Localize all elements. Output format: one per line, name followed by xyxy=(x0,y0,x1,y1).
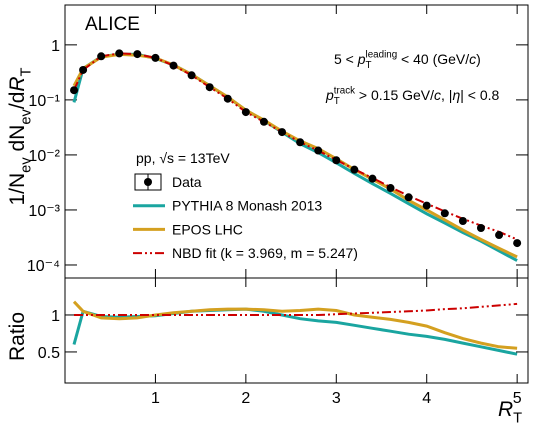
y-tick-label: 1 xyxy=(51,38,60,55)
legend-label: NBD fit (k = 3.969, m = 5.247) xyxy=(172,245,358,261)
data-point xyxy=(296,138,305,147)
x-tick-label: 4 xyxy=(422,390,431,407)
text-part: T xyxy=(18,67,34,76)
data-point xyxy=(70,86,79,95)
data-point xyxy=(223,94,232,103)
data-point xyxy=(476,223,485,232)
data-point xyxy=(458,216,467,225)
x-tick-label: 1 xyxy=(151,390,160,407)
y-axis-label: 1/Nev dNev/dRT xyxy=(6,67,34,205)
text-part: ev xyxy=(18,157,34,173)
text-part: < 40 (GeV/ xyxy=(397,51,469,67)
data-point xyxy=(350,165,359,174)
series-line xyxy=(72,300,518,350)
y-tick-label: 1 xyxy=(51,308,60,325)
plot-frame xyxy=(64,277,529,384)
data-point xyxy=(314,146,323,155)
text-part: /d xyxy=(6,92,29,110)
series-group xyxy=(70,49,522,262)
data-point xyxy=(386,184,395,193)
data-point xyxy=(422,201,431,210)
data-point xyxy=(278,128,287,137)
text-part: track xyxy=(334,86,355,97)
text-part: | < 0.8 xyxy=(460,87,499,103)
data-point xyxy=(79,65,88,74)
experiment-label: ALICE xyxy=(85,14,140,35)
text-part: R xyxy=(6,76,29,91)
data-point xyxy=(187,71,196,80)
series-line xyxy=(74,302,518,316)
text-part: c xyxy=(434,87,441,103)
text-part: p xyxy=(357,51,366,67)
data-point xyxy=(115,49,124,58)
data-point xyxy=(151,53,160,62)
x-tick-label: 2 xyxy=(241,390,250,407)
y-tick-label: 10⁻⁴ xyxy=(27,258,60,275)
legend-marker xyxy=(144,178,152,186)
text-part: T xyxy=(513,410,522,426)
y-tick-label: 0.5 xyxy=(38,345,60,362)
text-part: R xyxy=(498,398,513,421)
annotation: 5 < pleading T < 40 (GeV/c) xyxy=(334,50,481,71)
text-part: , | xyxy=(441,87,452,103)
x-tick-label: 3 xyxy=(332,390,341,407)
text-part: T xyxy=(366,60,372,71)
data-point xyxy=(440,209,449,218)
text-part: c xyxy=(469,51,476,67)
annotation: ptrack T > 0.15 GeV/c, |η| < 0.8 xyxy=(325,86,500,108)
data-point xyxy=(513,239,522,248)
x-tick-label: 5 xyxy=(513,390,522,407)
data-point xyxy=(495,231,504,240)
text-part: 1/N xyxy=(6,173,29,206)
data-point xyxy=(404,193,413,202)
text-part: leading xyxy=(366,50,398,61)
y-tick-label: 10⁻² xyxy=(28,148,60,165)
data-point xyxy=(332,156,341,165)
data-point xyxy=(97,52,106,61)
data-point xyxy=(205,83,214,92)
text-part: ) xyxy=(476,51,481,67)
legend-label: EPOS LHC xyxy=(172,221,243,237)
text-part: ev xyxy=(18,108,34,124)
data-point xyxy=(169,61,178,70)
data-point xyxy=(241,108,250,117)
text-part: dN xyxy=(6,125,29,158)
y-tick-label: 10⁻³ xyxy=(28,203,60,220)
x-axis-label: RT xyxy=(498,398,522,426)
annotation: pp, √s = 13TeV xyxy=(136,150,230,166)
legend-label: Data xyxy=(172,174,202,190)
text-part: p xyxy=(325,87,334,103)
text-part: > 0.15 GeV/ xyxy=(355,87,434,103)
series-group xyxy=(72,300,518,356)
data-point xyxy=(259,117,268,126)
text-part: η xyxy=(452,87,460,103)
data-point xyxy=(133,50,142,59)
text-part: Ratio xyxy=(6,312,29,361)
data-point xyxy=(368,174,377,183)
text-part: 5 < xyxy=(334,51,358,67)
text-part: pp, √s = 13TeV xyxy=(136,150,230,166)
text-part: T xyxy=(334,96,340,107)
y-tick-label: 10⁻¹ xyxy=(28,93,60,110)
y-axis-label: Ratio xyxy=(6,312,29,361)
legend-label: PYTHIA 8 Monash 2013 xyxy=(172,198,322,214)
